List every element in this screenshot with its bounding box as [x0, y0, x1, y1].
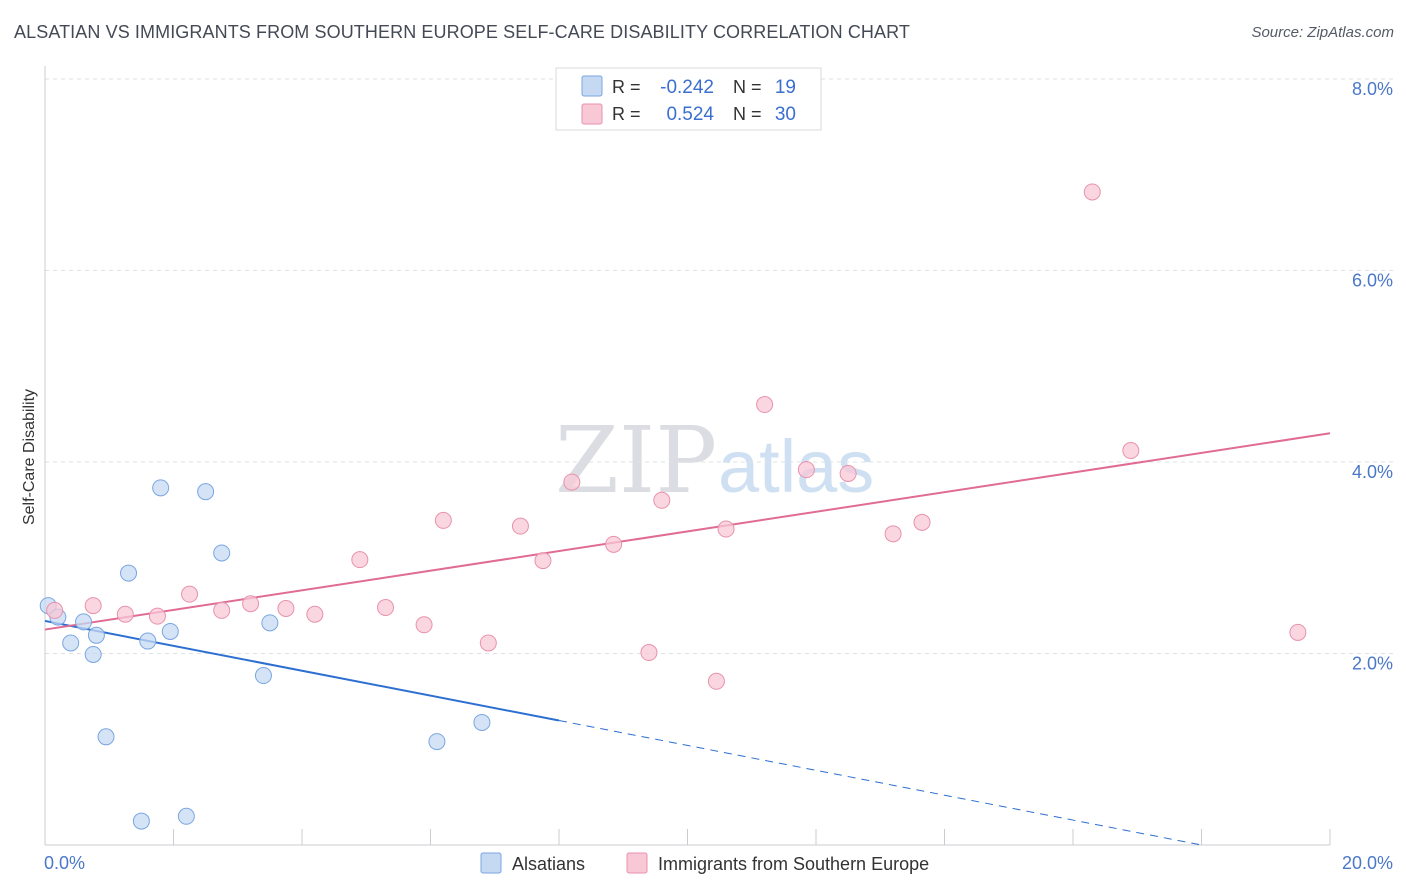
point-0-11: [161, 622, 179, 640]
point-1-9: [351, 551, 369, 569]
point-1-13: [479, 634, 497, 652]
stats-legend: R = -0.242 N = 19 R = 0.524 N = 30: [555, 67, 822, 131]
point-1-27: [1083, 183, 1101, 201]
point-0-17: [428, 733, 446, 751]
stats-r-value-immigrants: 0.524: [666, 104, 714, 125]
trend-lines: [44, 432, 1331, 846]
legend-label-immigrants: Immigrants from Southern Europe: [658, 854, 929, 874]
point-1-8: [306, 605, 324, 623]
point-1-11: [415, 616, 433, 634]
stats-swatch-immigrants: [581, 103, 603, 125]
series-legend: Alsatians Immigrants from Southern Europ…: [480, 852, 929, 874]
point-0-10: [152, 479, 170, 497]
point-1-17: [605, 535, 623, 553]
point-1-22: [756, 396, 774, 414]
axes: [44, 66, 1331, 846]
point-0-2: [62, 634, 80, 652]
point-0-16: [261, 614, 279, 632]
point-1-6: [242, 595, 260, 613]
y-tick-label-2: 6.0%: [1352, 271, 1393, 291]
trend-line-dashed-0: [558, 720, 1202, 846]
point-1-3: [148, 607, 166, 625]
y-tick-label-3: 8.0%: [1352, 79, 1393, 99]
point-0-15: [254, 667, 272, 685]
point-1-12: [434, 511, 452, 529]
point-1-28: [1122, 442, 1140, 460]
data-points: [39, 183, 1307, 830]
point-1-23: [797, 461, 815, 479]
stats-r-value-alsatians: -0.242: [660, 77, 714, 98]
point-1-7: [277, 599, 295, 617]
point-0-13: [197, 483, 215, 501]
stats-n-label-immigrants: N =: [733, 104, 762, 124]
point-1-25: [884, 525, 902, 543]
legend-swatch-immigrants: [626, 852, 648, 874]
x-tick-label-max: 20.0%: [1342, 853, 1393, 873]
legend-label-alsatians: Alsatians: [512, 854, 585, 874]
y-tick-label-1: 4.0%: [1352, 462, 1393, 482]
chart-source: Source: ZipAtlas.com: [1251, 24, 1394, 41]
stats-swatch-alsatians: [581, 75, 603, 97]
stats-n-value-alsatians: 19: [775, 77, 796, 98]
point-0-9: [139, 632, 157, 650]
y-tick-labels: 2.0% 4.0% 6.0% 8.0%: [1352, 79, 1393, 674]
point-0-7: [120, 564, 138, 582]
watermark: ZIP atlas: [555, 407, 874, 514]
watermark-zip: ZIP: [555, 407, 717, 514]
point-1-19: [653, 491, 671, 509]
trend-line-1: [44, 432, 1331, 631]
trend-line-0: [44, 619, 560, 722]
point-1-0: [46, 601, 64, 619]
point-0-12: [177, 807, 195, 825]
x-tick-label-min: 0.0%: [44, 853, 85, 873]
point-1-5: [213, 601, 231, 619]
stats-r-label-alsatians: R =: [612, 77, 641, 97]
gridlines: [45, 78, 1393, 654]
point-1-26: [913, 513, 931, 531]
point-1-16: [563, 473, 581, 491]
point-1-4: [181, 585, 199, 603]
y-axis-title: Self-Care Disability: [21, 389, 38, 525]
point-0-5: [87, 626, 105, 644]
point-1-24: [839, 464, 857, 482]
y-tick-label-0: 2.0%: [1352, 654, 1393, 674]
point-1-18: [640, 644, 658, 662]
point-1-21: [717, 520, 735, 538]
point-1-14: [511, 517, 529, 535]
point-0-3: [75, 613, 93, 631]
legend-swatch-alsatians: [480, 852, 502, 874]
point-1-10: [377, 599, 395, 617]
point-0-4: [84, 645, 102, 663]
point-1-2: [116, 605, 134, 623]
stats-r-label-immigrants: R =: [612, 104, 641, 124]
point-1-1: [84, 597, 102, 615]
point-0-8: [132, 812, 150, 830]
point-1-20: [707, 672, 725, 690]
point-0-14: [213, 544, 231, 562]
point-0-6: [97, 728, 115, 746]
stats-n-label-alsatians: N =: [733, 77, 762, 97]
stats-n-value-immigrants: 30: [775, 104, 796, 125]
point-1-15: [534, 552, 552, 570]
chart-title: ALSATIAN VS IMMIGRANTS FROM SOUTHERN EUR…: [14, 22, 910, 42]
point-1-29: [1289, 623, 1307, 641]
point-0-18: [473, 713, 491, 731]
